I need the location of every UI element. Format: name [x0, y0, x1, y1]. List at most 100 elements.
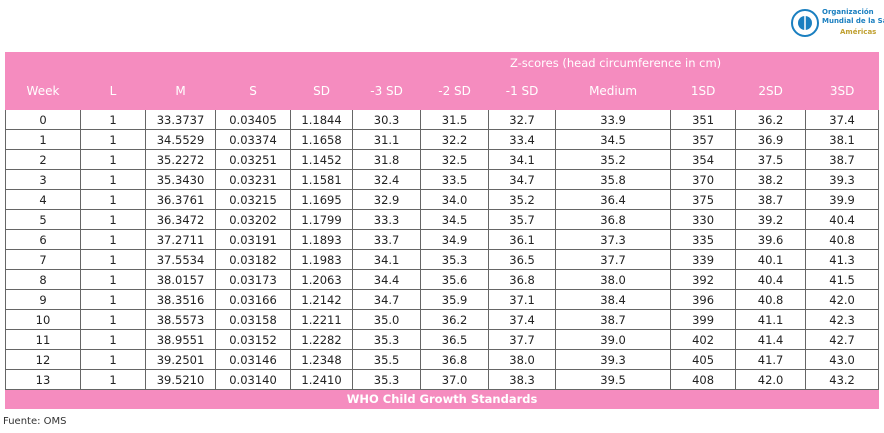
cell: 31.1	[352, 129, 422, 150]
cell: 0	[5, 109, 81, 130]
cell: 33.9	[555, 109, 672, 130]
cell: 1.1452	[289, 149, 354, 170]
cell: 9	[5, 289, 81, 310]
cell: 38.9551	[145, 329, 216, 350]
data-row: 10 1 38.5573 0.03158 1.2211 35.0 36.2 37.4 38.7 3…	[5, 309, 880, 330]
cell: 38.3516	[145, 289, 216, 310]
cell: 37.4	[488, 309, 557, 330]
cell: 354	[670, 149, 737, 170]
cell: 339	[670, 249, 737, 270]
cell: 0.03146	[215, 349, 291, 370]
cell: 0.03405	[215, 109, 291, 130]
column-header: Week	[5, 72, 81, 110]
cell: 1	[80, 209, 146, 230]
cell: 1	[80, 289, 146, 310]
cell: 36.8	[555, 209, 672, 230]
cell: 38.3	[488, 369, 557, 390]
cell: 34.5	[420, 209, 490, 230]
cell: 1.2063	[289, 269, 354, 290]
cell: 36.2	[735, 109, 807, 130]
cell: 42.7	[805, 329, 880, 350]
cell: 0.03251	[215, 149, 291, 170]
cell: 1.2211	[289, 309, 354, 330]
cell: 1	[80, 309, 146, 330]
cell: 39.9	[805, 189, 880, 210]
cell: 375	[670, 189, 737, 210]
cell: 34.1	[352, 249, 422, 270]
data-row: 13 1 39.5210 0.03140 1.2410 35.3 37.0 38.3 39.5 4…	[5, 369, 880, 390]
cell: 1	[80, 249, 146, 270]
logo-emblem	[791, 9, 819, 37]
data-row: 7 1 37.5534 0.03182 1.1983 34.1 35.3 36.5 37.7 33…	[5, 249, 880, 270]
cell: 39.5	[555, 369, 672, 390]
cell: 12	[5, 349, 81, 370]
cell: 41.4	[735, 329, 807, 350]
cell: 357	[670, 129, 737, 150]
cell: 0.03166	[215, 289, 291, 310]
cell: 33.5	[420, 169, 490, 190]
column-header: 1SD	[670, 72, 737, 110]
cell: 33.3	[352, 209, 422, 230]
cell: 35.5	[352, 349, 422, 370]
cell: 35.7	[488, 209, 557, 230]
cell: 408	[670, 369, 737, 390]
data-row: 3 1 35.3430 0.03231 1.1581 32.4 33.5 34.7 35.8 37…	[5, 169, 880, 190]
cell: 30.3	[352, 109, 422, 130]
cell: 0.03173	[215, 269, 291, 290]
data-row: 12 1 39.2501 0.03146 1.2348 35.5 36.8 38.0 39.3 4…	[5, 349, 880, 370]
cell: 1	[5, 129, 81, 150]
cell: 40.8	[735, 289, 807, 310]
cell: 42.0	[805, 289, 880, 310]
cell: 36.3472	[145, 209, 216, 230]
cell: 41.1	[735, 309, 807, 330]
cell: 35.3430	[145, 169, 216, 190]
cell: 40.4	[805, 209, 880, 230]
cell: 39.3	[805, 169, 880, 190]
cell: 34.7	[352, 289, 422, 310]
cell: 40.8	[805, 229, 880, 250]
column-header: L	[80, 72, 146, 110]
cell: 36.3761	[145, 189, 216, 210]
cell: 39.5210	[145, 369, 216, 390]
cell: 43.0	[805, 349, 880, 370]
cell: 37.3	[555, 229, 672, 250]
cell: 1.1983	[289, 249, 354, 270]
cell: 37.5534	[145, 249, 216, 270]
data-row: 9 1 38.3516 0.03166 1.2142 34.7 35.9 37.1 38.4 39…	[5, 289, 880, 310]
cell: 1	[80, 329, 146, 350]
cell: 38.0	[555, 269, 672, 290]
cell: 38.7	[805, 149, 880, 170]
cell: 37.2711	[145, 229, 216, 250]
cell: 35.6	[420, 269, 490, 290]
cell: 10	[5, 309, 81, 330]
column-header: SD	[289, 72, 354, 110]
cell: 34.7	[488, 169, 557, 190]
cell: 36.2	[420, 309, 490, 330]
data-row: 5 1 36.3472 0.03202 1.1799 33.3 34.5 35.7 36.8 33…	[5, 209, 880, 230]
cell: 32.5	[420, 149, 490, 170]
cell: 0.03152	[215, 329, 291, 350]
cell: 36.8	[488, 269, 557, 290]
cell: 41.7	[735, 349, 807, 370]
cell: 39.3	[555, 349, 672, 370]
cell: 32.7	[488, 109, 557, 130]
cell: 34.5529	[145, 129, 216, 150]
cell: 1	[80, 129, 146, 150]
cell: 4	[5, 189, 81, 210]
cell: 36.4	[555, 189, 672, 210]
source: Fuente: OMS	[3, 416, 67, 427]
cell: 34.4	[352, 269, 422, 290]
cell: 1	[80, 149, 146, 170]
cell: 370	[670, 169, 737, 190]
cell: 36.9	[735, 129, 807, 150]
cell: 5	[5, 209, 81, 230]
cell: 351	[670, 109, 737, 130]
data-row: 11 1 38.9551 0.03152 1.2282 35.3 36.5 37.7 39.0 4…	[5, 329, 880, 350]
cell: 35.9	[420, 289, 490, 310]
cell: 1.1658	[289, 129, 354, 150]
cell: 31.8	[352, 149, 422, 170]
cell: 1.1695	[289, 189, 354, 210]
cell: 40.1	[735, 249, 807, 270]
cell: 35.8	[555, 169, 672, 190]
cell: 1.2348	[289, 349, 354, 370]
